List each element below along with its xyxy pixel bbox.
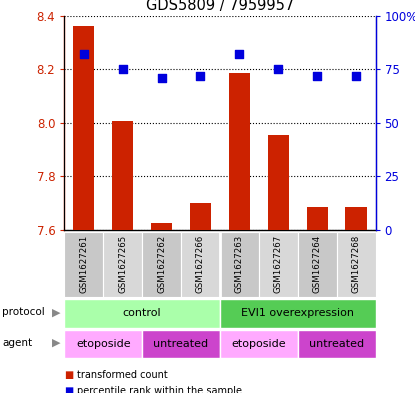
Bar [298,330,376,358]
Point [314,73,320,79]
Bar [229,73,250,230]
Bar [298,232,337,297]
Bar [112,121,133,230]
Point [120,66,126,72]
Bar [64,232,103,297]
Bar [220,232,259,297]
Bar [259,232,298,297]
Text: GSM1627264: GSM1627264 [313,235,322,294]
Bar [142,232,181,297]
Bar [64,330,142,358]
Bar [103,232,142,297]
Bar [220,299,376,328]
Text: ■: ■ [64,370,73,380]
Point [197,73,204,79]
Text: agent: agent [2,338,32,348]
Text: protocol: protocol [2,307,45,318]
Text: ■: ■ [64,386,73,393]
Text: GSM1627267: GSM1627267 [274,235,283,294]
Point [158,75,165,81]
Text: GSM1627262: GSM1627262 [157,235,166,294]
Text: untreated: untreated [309,339,364,349]
Bar [151,223,172,230]
Text: ▶: ▶ [52,338,60,348]
Text: ▶: ▶ [52,307,60,318]
Text: GSM1627268: GSM1627268 [352,235,361,294]
Text: GSM1627263: GSM1627263 [235,235,244,294]
Bar [142,330,220,358]
Text: EVI1 overexpression: EVI1 overexpression [241,309,354,318]
Point [81,51,87,57]
Bar [307,207,328,230]
Bar [337,232,376,297]
Text: GSM1627265: GSM1627265 [118,235,127,294]
Bar [64,299,220,328]
Text: transformed count: transformed count [77,370,168,380]
Text: etoposide: etoposide [76,339,131,349]
Title: GDS5809 / 7959957: GDS5809 / 7959957 [146,0,294,13]
Text: GSM1627266: GSM1627266 [196,235,205,294]
Text: etoposide: etoposide [232,339,286,349]
Bar [190,203,211,230]
Point [236,51,243,57]
Text: percentile rank within the sample: percentile rank within the sample [77,386,242,393]
Bar [220,330,298,358]
Bar [181,232,220,297]
Bar [268,135,289,230]
Text: untreated: untreated [154,339,209,349]
Text: control: control [123,309,161,318]
Text: GSM1627261: GSM1627261 [79,235,88,294]
Point [275,66,282,72]
Point [353,73,359,79]
Bar [73,26,95,230]
Bar [345,207,367,230]
